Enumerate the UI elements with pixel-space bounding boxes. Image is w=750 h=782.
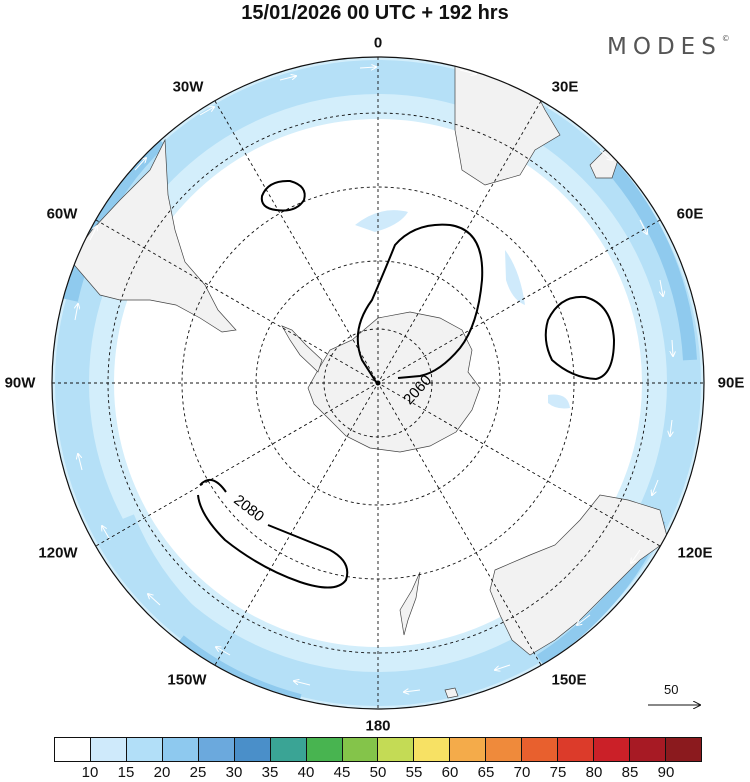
wind-arrow: [78, 454, 83, 471]
contour-small-high: [260, 179, 306, 212]
colorbar-swatch: [486, 738, 523, 761]
map-boundary: [51, 56, 705, 710]
wind-arrow: [134, 158, 146, 171]
wind-arrow: [495, 664, 511, 670]
wind-arrow: [294, 681, 311, 686]
land-masses: [69, 59, 669, 699]
colorbar-swatch: [162, 738, 199, 761]
jet-band-sw: [106, 514, 305, 705]
label-lon-150w: 150W: [167, 671, 207, 689]
landmass-antarctic-peninsula: [281, 325, 323, 373]
wind-arrow: [459, 69, 476, 74]
colorbar-tick-label: 70: [513, 764, 531, 781]
label-lon-30e: 30E: [551, 78, 579, 96]
wind-arrow: [359, 67, 376, 68]
colorbar-swatch: [55, 738, 91, 761]
colorbar-tick-label: 20: [153, 764, 171, 781]
colorbar: [54, 737, 702, 762]
colorbar-tick-label: 15: [117, 764, 135, 781]
logo-text: MODES: [607, 34, 722, 60]
landmass-south-america: [69, 138, 237, 333]
colorbar-swatch: [522, 738, 559, 761]
wind-patch: [505, 250, 525, 305]
colorbar-swatch: [450, 738, 487, 761]
label-lon-0: 0: [373, 34, 383, 52]
pole-marker: [375, 380, 381, 386]
wind-arrow: [652, 479, 659, 495]
colorbar-tick-label: 40: [297, 764, 315, 781]
label-lon-180: 180: [365, 717, 391, 735]
colorbar-swatch: [306, 738, 343, 761]
colorbar-tick-label: 80: [585, 764, 603, 781]
colorbar-swatch: [126, 738, 163, 761]
wind-arrow: [404, 690, 421, 692]
label-lon-90e: 90E: [717, 374, 745, 392]
wind-patch: [355, 210, 408, 232]
contour-2060-main: [356, 223, 484, 386]
colorbar-tick-label: 35: [261, 764, 279, 781]
wind-arrow: [102, 526, 111, 541]
wind-arrow: [599, 149, 612, 160]
wind-arrow: [672, 339, 673, 356]
colorbar-swatch: [342, 738, 379, 761]
colorbar-tick-label: 30: [225, 764, 243, 781]
wind-arrow: [216, 647, 231, 656]
wind-arrow: [199, 107, 214, 116]
colorbar-swatch: [414, 738, 451, 761]
jet-core-east: [604, 160, 697, 361]
colorbar-swatch: [630, 738, 666, 761]
wind-arrow: [631, 549, 641, 563]
wind-vectors: [75, 67, 673, 692]
colorbar-tick-label: 90: [657, 764, 675, 781]
reference-vector-value: 50: [664, 682, 679, 697]
modes-logo: MODES©: [607, 34, 730, 60]
colorbar-tick-label: 55: [405, 764, 423, 781]
latitude-circle: [255, 260, 501, 506]
colorbar-tick-label: 50: [369, 764, 387, 781]
colorbar-swatch: [378, 738, 415, 761]
label-lon-120e: 120E: [677, 544, 713, 562]
landmass-australia: [489, 494, 669, 656]
wind-arrow: [577, 614, 591, 625]
colorbar-swatch: [558, 738, 595, 761]
colorbar-swatch: [90, 738, 127, 761]
contours: [197, 179, 616, 589]
colorbar-swatch: [270, 738, 307, 761]
colorbar-tick-label: 75: [549, 764, 567, 781]
colorbar-swatch: [198, 738, 235, 761]
label-lon-30w: 30W: [172, 78, 204, 96]
wind-arrow: [75, 304, 78, 321]
colorbar-swatch: [665, 738, 701, 761]
wind-arrow: [660, 279, 663, 296]
label-lon-60e: 60E: [676, 205, 704, 223]
landmass-tasmania: [444, 687, 459, 699]
colorbar-swatch: [234, 738, 271, 761]
map-title: 15/01/2026 00 UTC + 192 hrs: [241, 2, 509, 24]
colorbar-tick-label: 60: [441, 764, 459, 781]
colorbar-tick-label: 45: [333, 764, 351, 781]
wind-arrow: [639, 219, 647, 234]
wind-arrow: [148, 594, 161, 606]
landmass-new-zealand: [399, 571, 421, 636]
logo-mark: ©: [721, 34, 730, 43]
label-lon-150e: 150E: [551, 671, 587, 689]
landmass-antarctica: [307, 311, 481, 453]
contour-east-low: [544, 295, 616, 381]
colorbar-tick-label: 10: [81, 764, 99, 781]
colorbar-swatch: [594, 738, 630, 761]
label-lon-120w: 120W: [38, 544, 78, 562]
contour-2080: [197, 478, 349, 589]
wind-arrow: [670, 419, 672, 436]
wind-arrow: [279, 76, 296, 81]
wind-patch: [548, 394, 570, 409]
colorbar-tick-label: 65: [477, 764, 495, 781]
colorbar-tick-label: 85: [621, 764, 639, 781]
wind-arrow: [89, 226, 97, 241]
label-lon-90w: 90W: [4, 374, 36, 392]
colorbar-tick-label: 25: [189, 764, 207, 781]
label-lon-60w: 60W: [46, 205, 78, 223]
